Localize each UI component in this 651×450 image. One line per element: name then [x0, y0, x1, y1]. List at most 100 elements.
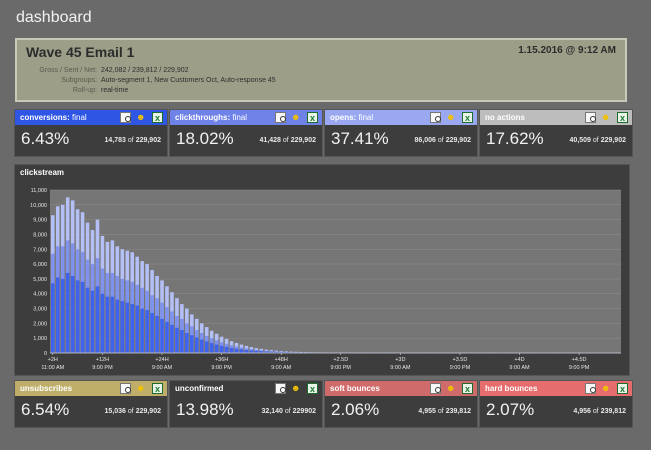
users-icon[interactable]: ☻ — [136, 112, 146, 122]
card-header: no actions ☻ — [480, 110, 632, 126]
card-header: clickthroughs: final ☻ — [170, 110, 322, 126]
card-percentage: 17.62% — [486, 129, 544, 148]
excel-icon[interactable] — [152, 382, 163, 397]
x-tick-label: 9:00 AM — [271, 365, 292, 371]
report-icon[interactable] — [120, 112, 131, 123]
card-count: 4,955 of 239,812 — [418, 408, 471, 415]
card-label: hard bounces — [485, 384, 538, 393]
excel-icon[interactable] — [462, 111, 473, 126]
bar-conversions — [199, 339, 204, 353]
bar-conversions — [115, 299, 120, 353]
bar-conversions — [175, 327, 179, 353]
x-tick-label: +36H — [215, 357, 228, 363]
card-label: soft bounces — [330, 384, 380, 393]
card-header: unsubscribes ☻ — [15, 381, 167, 397]
bar-conversions — [160, 318, 164, 353]
users-icon[interactable]: ☻ — [291, 112, 301, 122]
bar-conversions — [190, 335, 194, 353]
bar-conversions — [259, 351, 264, 353]
card-label: clickthroughs: — [175, 113, 231, 122]
bar-conversions — [284, 352, 288, 353]
bar-conversions — [95, 286, 100, 353]
report-icon[interactable] — [430, 383, 441, 394]
card-count: 15,036 of 229,902 — [104, 408, 161, 415]
users-icon[interactable]: ☻ — [446, 112, 456, 122]
bar-conversions — [135, 305, 139, 353]
excel-icon[interactable] — [307, 382, 318, 397]
bar-conversions — [120, 301, 125, 353]
report-icon[interactable] — [275, 383, 286, 394]
y-tick-label: 2,000 — [33, 321, 47, 327]
y-tick-label: 7,000 — [33, 247, 47, 253]
x-tick-label: +3D — [395, 357, 405, 363]
page-title: dashboard — [16, 9, 92, 26]
card-header: unconfirmed ☻ — [170, 381, 322, 397]
bar-conversions — [130, 304, 135, 353]
bar-conversions — [214, 344, 219, 353]
x-tick-label: +48H — [275, 357, 288, 363]
metric-card-clickthroughs: clickthroughs: final ☻ 18.02% 41,428 of … — [170, 110, 322, 156]
metric-card-soft-bounces: soft bounces ☻ 2.06% 4,955 of 239,812 — [325, 381, 477, 427]
users-icon[interactable]: ☻ — [291, 383, 301, 393]
excel-icon[interactable] — [617, 111, 628, 126]
excel-icon[interactable] — [617, 382, 628, 397]
meta-value: 242,082 / 239,812 / 229,902 — [101, 67, 189, 74]
excel-icon[interactable] — [462, 382, 473, 397]
x-tick-label: 9:00 AM — [509, 365, 530, 371]
card-label: opens: — [330, 113, 357, 122]
card-percentage: 37.41% — [331, 129, 389, 148]
meta-row-rollup: Roll-up: real-time — [17, 87, 128, 94]
metric-card-unconfirmed: unconfirmed ☻ 13.98% 32,140 of 229902 — [170, 381, 322, 427]
users-icon[interactable]: ☻ — [601, 383, 611, 393]
x-tick-label: 9:00 AM — [152, 365, 173, 371]
report-icon[interactable] — [430, 112, 441, 123]
bar-conversions — [51, 283, 55, 353]
users-icon[interactable]: ☻ — [446, 383, 456, 393]
x-tick-label: +4D — [514, 357, 524, 363]
users-icon[interactable]: ☻ — [601, 112, 611, 122]
bar-conversions — [105, 296, 110, 353]
x-tick-label: 9:00 PM — [211, 365, 232, 371]
meta-row-subgroups: Subgroups: Auto-segment 1, New Customers … — [17, 77, 276, 84]
card-count: 32,140 of 229902 — [261, 408, 316, 415]
report-icon[interactable] — [275, 112, 286, 123]
x-tick-label: +24H — [155, 357, 168, 363]
card-label: no actions — [485, 113, 526, 122]
y-tick-label: 11,000 — [31, 188, 47, 194]
users-icon[interactable]: ☻ — [136, 383, 146, 393]
report-icon[interactable] — [120, 383, 131, 394]
bar-conversions — [100, 293, 105, 353]
card-header: soft bounces ☻ — [325, 381, 477, 397]
y-tick-label: 8,000 — [33, 232, 47, 238]
bar-conversions — [204, 341, 209, 353]
bar-conversions — [55, 277, 60, 353]
card-sublabel: final — [356, 113, 374, 122]
card-sublabel: final — [230, 113, 248, 122]
bar-conversions — [180, 330, 184, 353]
y-tick-label: 1,000 — [33, 336, 47, 342]
metric-card-hard-bounces: hard bounces ☻ 2.07% 4,956 of 239,812 — [480, 381, 632, 427]
bar-conversions — [140, 308, 144, 353]
bar-conversions — [239, 349, 244, 353]
x-tick-label: 11:00 AM — [41, 365, 64, 371]
y-tick-label: 9,000 — [33, 218, 47, 224]
report-icon[interactable] — [585, 383, 596, 394]
metric-card-opens: opens: final ☻ 37.41% 86,006 of 229,902 — [325, 110, 477, 156]
x-tick-label: 9:00 AM — [390, 365, 411, 371]
y-tick-label: 6,000 — [33, 262, 47, 268]
x-tick-label: +2.5D — [333, 357, 348, 363]
excel-icon[interactable] — [152, 111, 163, 126]
y-tick-label: 4,000 — [33, 292, 47, 298]
card-count: 86,006 of 229,902 — [414, 137, 471, 144]
card-percentage: 13.98% — [176, 400, 234, 419]
bar-conversions — [165, 321, 169, 353]
report-icon[interactable] — [585, 112, 596, 123]
x-tick-label: +12H — [96, 357, 109, 363]
card-count: 41,428 of 229,902 — [259, 137, 316, 144]
bar-conversions — [150, 312, 154, 353]
card-sublabel: final — [69, 113, 87, 122]
excel-icon[interactable] — [307, 111, 318, 126]
bar-conversions — [185, 332, 189, 353]
x-tick-label: 9:00 PM — [92, 365, 113, 371]
bar-conversions — [269, 351, 274, 353]
